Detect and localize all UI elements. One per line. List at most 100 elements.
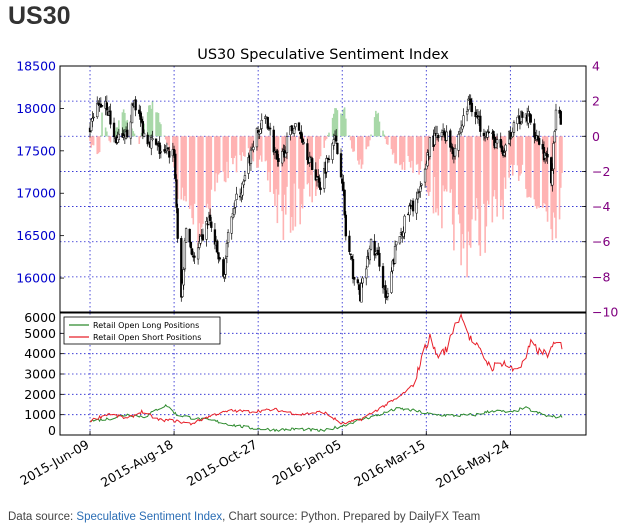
- candle-body: [395, 241, 398, 246]
- ssi-bar: [272, 136, 275, 194]
- ssi-bar: [158, 122, 161, 137]
- ssi-bar: [335, 108, 338, 137]
- ssi-bar: [526, 136, 528, 198]
- ssi-bar: [479, 136, 482, 256]
- bottom-axis-tick-label: 3000: [24, 367, 56, 382]
- ssi-bar: [121, 112, 124, 137]
- candle-body: [317, 176, 320, 178]
- ssi-bar: [508, 136, 510, 178]
- candle-body: [290, 125, 293, 132]
- ssi-bar: [122, 109, 125, 137]
- candle-body: [462, 115, 465, 127]
- legend-box: [63, 316, 221, 345]
- ssi-bar: [408, 136, 411, 162]
- candle-body: [184, 228, 188, 243]
- ssi-bar: [417, 136, 419, 164]
- ssi-bar: [504, 136, 507, 189]
- ssi-bar: [400, 136, 402, 165]
- ssi-bar: [418, 136, 420, 175]
- ssi-bar: [527, 136, 530, 198]
- ssi-bar: [478, 136, 480, 246]
- candle-body: [293, 127, 296, 134]
- candle-body: [494, 142, 498, 148]
- right-axis-tick-label: −2: [592, 164, 610, 179]
- ssi-bar: [216, 136, 219, 183]
- candle-body: [521, 112, 524, 118]
- footer-ssi-link[interactable]: Speculative Sentiment Index: [76, 511, 223, 523]
- candle-body: [428, 137, 432, 157]
- right-axis-tick-label: 2: [592, 94, 600, 109]
- candle-body: [319, 187, 322, 191]
- candle-body: [272, 129, 275, 153]
- long-positions-line: [89, 404, 563, 433]
- ssi-bar: [393, 136, 395, 153]
- ssi-bar: [442, 136, 444, 186]
- ssi-bar: [533, 136, 536, 200]
- ssi-bar: [433, 136, 436, 177]
- candle-body: [527, 111, 530, 124]
- candle-body: [451, 147, 454, 155]
- candle-body: [416, 192, 420, 200]
- ssi-bar: [286, 136, 288, 187]
- candle-body: [332, 139, 335, 146]
- candle-body: [335, 135, 338, 142]
- ssi-bar: [293, 136, 295, 184]
- ssi-bar: [461, 136, 464, 235]
- legend: Retail Open Long Positions Retail Open S…: [63, 316, 221, 345]
- ssi-bar: [199, 136, 202, 245]
- ssi-bar: [160, 124, 162, 137]
- ssi-bar: [300, 136, 303, 205]
- ssi-bar: [230, 136, 233, 159]
- candle-body: [168, 150, 171, 158]
- candle-body: [134, 99, 137, 111]
- ssi-bar: [366, 136, 369, 147]
- ssi-bar: [223, 136, 226, 182]
- ssi-bar: [140, 132, 143, 137]
- candle-body: [189, 241, 193, 249]
- ssi-bar: [96, 136, 99, 155]
- ssi-bar: [149, 105, 151, 137]
- ssi-bar: [181, 136, 184, 188]
- candle-body: [241, 182, 244, 196]
- candle-body: [109, 110, 112, 125]
- ssi-bar: [513, 136, 515, 165]
- ssi-bar: [365, 136, 368, 150]
- candle-body: [129, 121, 133, 139]
- ssi-bar: [191, 136, 193, 219]
- footer-suffix: , Chart source: Python. Prepared by Dail…: [222, 511, 481, 523]
- left-axis-tick-label: 17000: [16, 186, 56, 201]
- ssi-bar: [115, 127, 118, 137]
- ssi-bar: [391, 136, 394, 155]
- ssi-bar: [197, 136, 199, 250]
- ssi-bar: [283, 136, 286, 195]
- ssi-bar: [385, 136, 388, 145]
- candle-body: [294, 123, 297, 128]
- candle-body: [487, 131, 490, 134]
- ssi-bar: [487, 136, 490, 205]
- candle-body: [130, 103, 134, 124]
- ssi-bar: [509, 136, 512, 166]
- candle-body: [411, 200, 415, 212]
- ssi-bar: [91, 136, 94, 145]
- candle-body: [336, 142, 339, 155]
- bottom-axis-tick-label: 4000: [24, 346, 56, 361]
- ssi-bar: [166, 136, 168, 143]
- ssi-bar: [382, 130, 384, 137]
- ssi-bar: [175, 136, 178, 185]
- bottom-axis-tick-label: 1000: [24, 407, 56, 422]
- ssi-bar: [559, 136, 562, 188]
- ssi-bar: [109, 136, 112, 143]
- ssi-bar: [553, 136, 556, 218]
- ssi-bar: [294, 136, 297, 227]
- candle-body: [230, 216, 233, 234]
- ssi-bar: [499, 136, 502, 207]
- ssi-bar: [232, 136, 234, 165]
- ssi-bar: [375, 110, 377, 137]
- candle-body: [369, 238, 373, 250]
- candle-body: [252, 146, 255, 150]
- ssi-bar: [217, 136, 220, 175]
- candle-body: [105, 102, 108, 111]
- ssi-bar: [265, 136, 268, 161]
- ssi-bar: [259, 136, 262, 156]
- ssi-bar: [378, 121, 381, 137]
